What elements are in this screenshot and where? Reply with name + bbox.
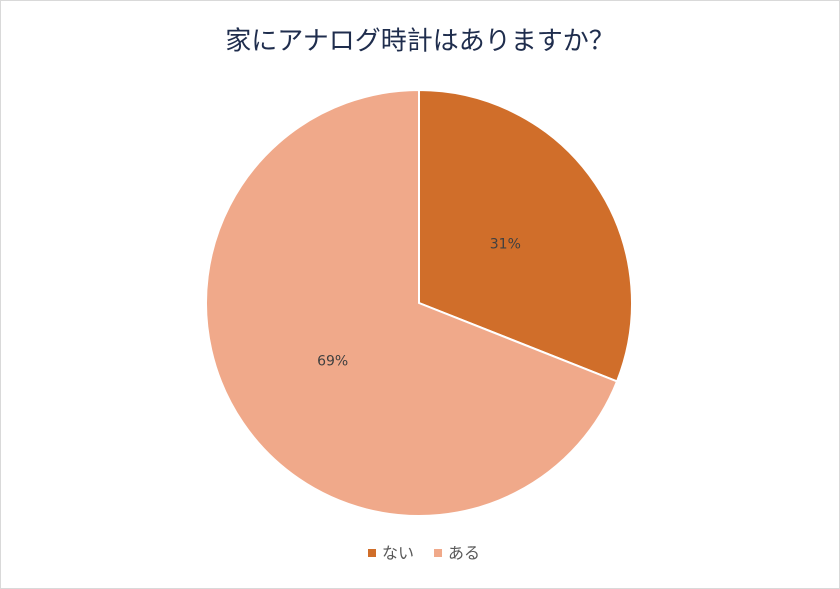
legend-swatch bbox=[434, 549, 443, 557]
data-label: 31% bbox=[490, 236, 521, 252]
chart-title: 家にアナログ時計はありますか？ bbox=[225, 27, 614, 57]
data-label: 69% bbox=[317, 354, 348, 370]
pie-slice bbox=[205, 88, 619, 517]
legend-label: ない bbox=[382, 544, 414, 563]
pie-slice bbox=[418, 88, 633, 383]
legend-label: ある bbox=[448, 544, 480, 563]
legend-swatch bbox=[368, 549, 376, 557]
